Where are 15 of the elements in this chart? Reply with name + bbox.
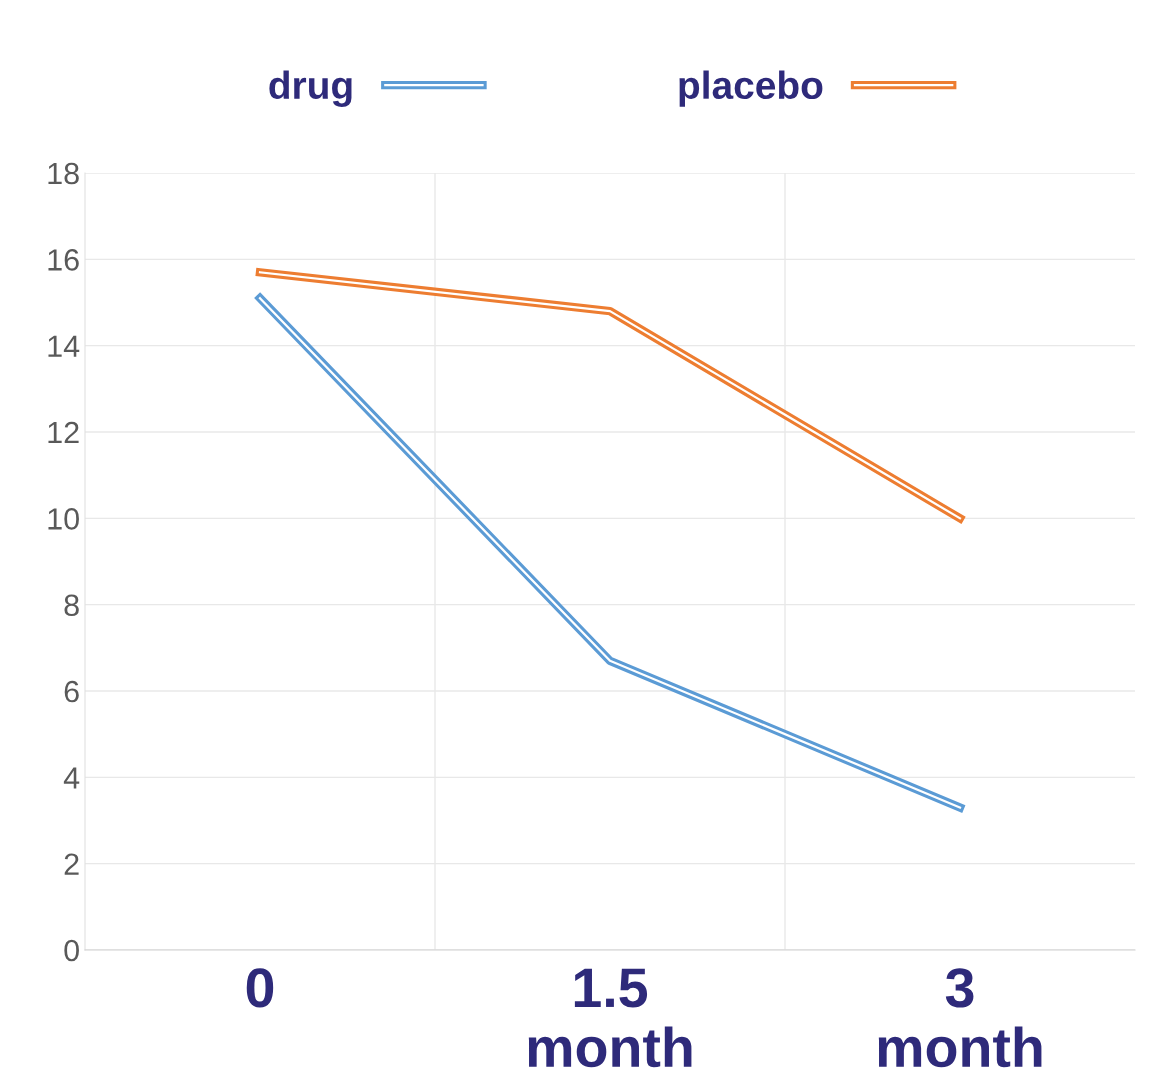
y-tick-label: 6 [64, 680, 79, 703]
y-tick-label: 18 [48, 162, 79, 185]
x-tick-label: 1.5 month [528, 968, 692, 1068]
y-tick-label: 8 [64, 594, 79, 617]
y-tick-label: 2 [64, 853, 79, 875]
y-tick-label: 12 [48, 421, 79, 444]
y-tick-label: 14 [48, 335, 80, 357]
y-tick-label: 4 [63, 767, 80, 789]
x-tick-label: 0 [246, 968, 274, 1008]
legend-label: drug [269, 70, 352, 107]
x-tick-label: 3 month [878, 968, 1042, 1068]
y-tick-label: 16 [48, 249, 79, 271]
y-tick-label: 0 [64, 939, 79, 962]
legend-label: placebo [679, 70, 823, 107]
y-tick-label: 10 [48, 508, 79, 530]
